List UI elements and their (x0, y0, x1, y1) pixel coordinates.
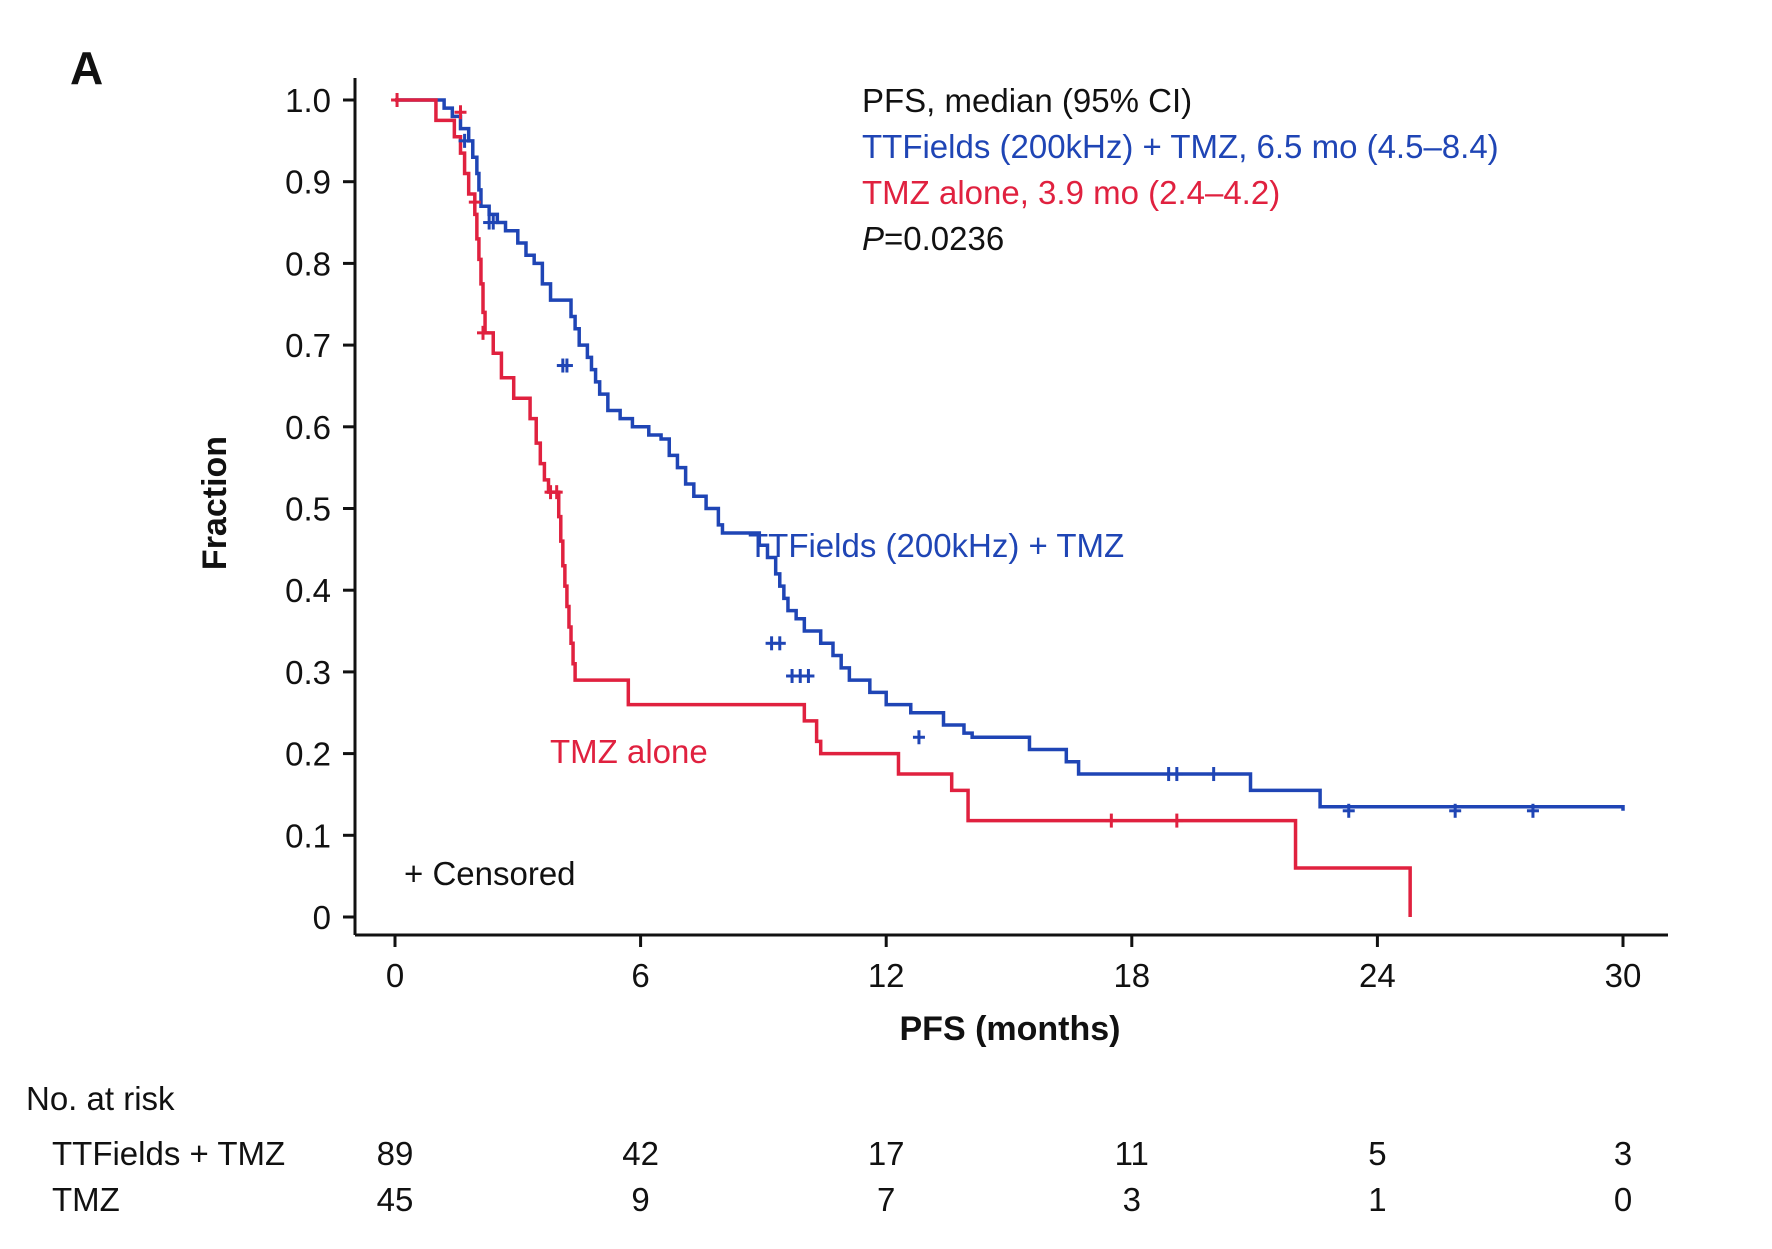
at-risk-value: 45 (377, 1181, 414, 1218)
at-risk-value: 89 (377, 1135, 414, 1172)
at-risk-row-label-ttfields: TTFields + TMZ (52, 1135, 285, 1172)
p-value: P=0.0236 (862, 220, 1004, 257)
x-tick-label: 24 (1359, 957, 1396, 994)
at-risk-value: 3 (1614, 1135, 1632, 1172)
legend-entry-tmz: TMZ alone, 3.9 mo (2.4–4.2) (862, 174, 1280, 211)
legend-header: PFS, median (95% CI) (862, 82, 1192, 119)
km-curve-tmz (395, 98, 1412, 917)
at-risk-value: 0 (1614, 1181, 1632, 1218)
y-axis-label: Fraction (196, 436, 234, 570)
at-risk-row-label-tmz: TMZ (52, 1181, 120, 1218)
x-tick-label: 0 (386, 957, 404, 994)
y-tick-label: 0.3 (285, 654, 331, 691)
at-risk-value: 1 (1368, 1181, 1386, 1218)
y-tick-label: 1.0 (285, 82, 331, 119)
y-tick-label: 0.1 (285, 817, 331, 854)
x-tick-label: 18 (1113, 957, 1150, 994)
at-risk-value: 9 (631, 1181, 649, 1218)
at-risk-value: 42 (622, 1135, 659, 1172)
y-tick-label: 0.8 (285, 245, 331, 282)
chart-axes: 0 0.1 0.2 0.3 0.4 0.5 0.6 0.7 0.8 0.9 1.0 0 6 12 18 24 3… (285, 78, 1668, 994)
at-risk-value: 17 (868, 1135, 905, 1172)
survival-curves (395, 98, 1625, 917)
y-tick-label: 0.9 (285, 164, 331, 201)
panel-label: A (70, 42, 103, 94)
at-risk-value: 5 (1368, 1135, 1386, 1172)
at-risk-table: No. at risk TTFields + TMZ TMZ 89 42 17 11 5… (26, 1080, 1632, 1218)
y-tick-label: 0.2 (285, 736, 331, 773)
y-tick-label: 0.7 (285, 327, 331, 364)
curve-label-ttfields: TTFields (200kHz) + TMZ (748, 527, 1124, 564)
censored-note: + Censored (404, 855, 576, 892)
censor-marks (391, 93, 1539, 828)
curve-label-tmz: TMZ alone (550, 733, 708, 770)
y-tick-label: 0.4 (285, 572, 331, 609)
y-tick-label: 0 (313, 899, 331, 936)
at-risk-values: 89 42 17 11 5 3 45 9 7 3 1 0 (377, 1135, 1633, 1218)
p-value-number: =0.0236 (884, 220, 1004, 257)
y-tick-label: 0.6 (285, 409, 331, 446)
x-tick-label: 12 (868, 957, 905, 994)
at-risk-value: 7 (877, 1181, 895, 1218)
at-risk-title: No. at risk (26, 1080, 175, 1117)
x-tick-label: 30 (1605, 957, 1642, 994)
x-tick-label: 6 (631, 957, 649, 994)
legend-entry-ttfields: TTFields (200kHz) + TMZ, 6.5 mo (4.5–8.4… (862, 128, 1499, 165)
y-tick-label: 0.5 (285, 491, 331, 528)
at-risk-value: 3 (1123, 1181, 1141, 1218)
p-value-symbol: P (862, 220, 884, 257)
at-risk-value: 11 (1115, 1135, 1149, 1172)
x-axis-label: PFS (months) (900, 1010, 1121, 1048)
